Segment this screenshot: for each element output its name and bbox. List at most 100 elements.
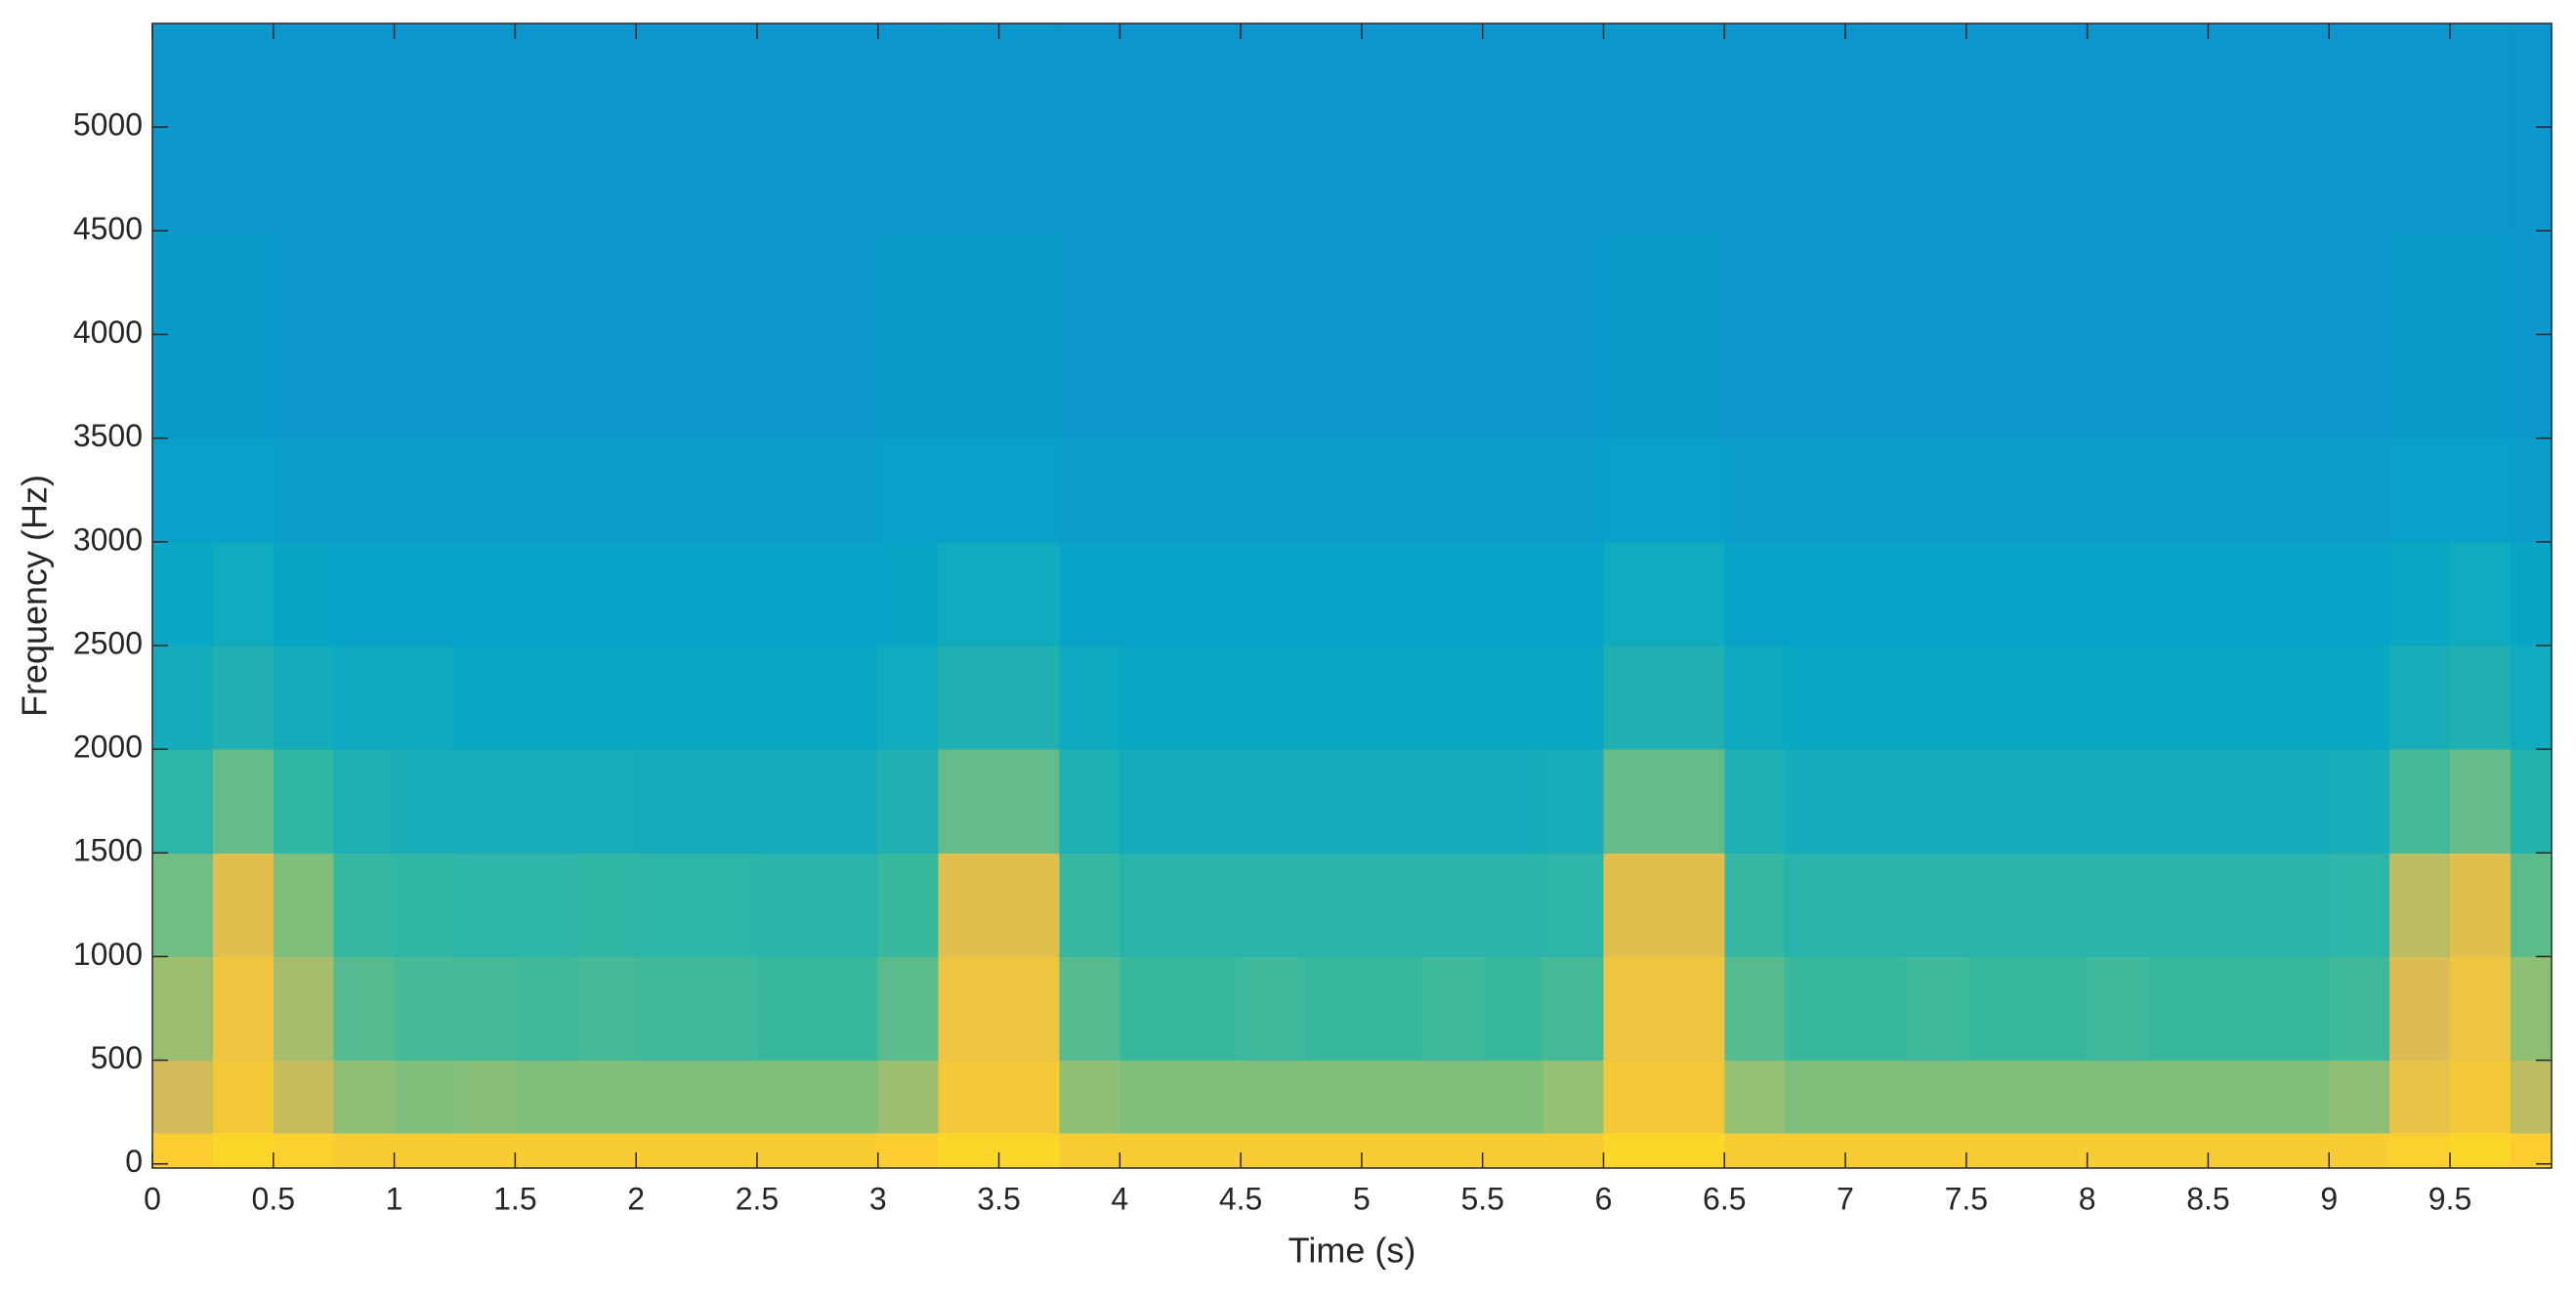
spectrogram-cell	[2329, 23, 2390, 231]
spectrogram-cell	[1361, 230, 1423, 439]
spectrogram-cell	[333, 1132, 396, 1169]
spectrogram-cell	[1603, 23, 1665, 231]
spectrogram-cell	[1301, 23, 1363, 231]
spectrogram-cell	[1361, 853, 1423, 957]
spectrogram-cell	[2087, 23, 2149, 231]
spectrogram-cell	[152, 749, 214, 854]
spectrogram-cell	[998, 230, 1060, 439]
spectrogram-cell	[1965, 956, 2028, 1062]
spectrogram-cell	[2087, 438, 2149, 543]
spectrogram-cell	[333, 541, 396, 647]
spectrogram-cell	[1482, 749, 1544, 854]
spectrogram-cell	[2268, 645, 2330, 750]
spectrogram-cell	[1785, 956, 1846, 1062]
spectrogram-cell	[575, 1132, 637, 1169]
spectrogram-cell	[877, 645, 940, 750]
x-tick-label: 1.5	[493, 1181, 536, 1216]
spectrogram-cell	[2329, 1132, 2390, 1169]
spectrogram-cell	[697, 1132, 758, 1169]
spectrogram-cell	[1603, 645, 1665, 750]
spectrogram-cell	[817, 749, 879, 854]
spectrogram-cell	[1180, 1060, 1242, 1134]
spectrogram-cell	[2329, 1060, 2390, 1134]
spectrogram-cell	[2268, 956, 2330, 1062]
spectrogram-cell	[1664, 541, 1725, 647]
spectrogram-cell	[2147, 438, 2209, 543]
spectrogram-cell	[2329, 438, 2390, 543]
y-tick-label: 4000	[73, 314, 143, 350]
spectrogram-cell	[1724, 541, 1786, 647]
spectrogram-cell	[2208, 853, 2269, 957]
spectrogram-cell	[1724, 23, 1786, 231]
spectrogram-cell	[2026, 853, 2089, 957]
spectrogram-cell	[2147, 749, 2209, 854]
spectrogram-cell	[1603, 438, 1665, 543]
spectrogram-cell	[1542, 438, 1604, 543]
spectrogram-cells	[152, 23, 2553, 1169]
spectrogram-cell	[2208, 645, 2269, 750]
spectrogram-cell	[2510, 541, 2553, 647]
spectrogram-cell	[333, 1060, 396, 1134]
spectrogram-cell	[1724, 1060, 1786, 1134]
spectrogram-cell	[2329, 230, 2390, 439]
spectrogram-cell	[212, 230, 274, 439]
spectrogram-cell	[212, 541, 274, 647]
spectrogram-cell	[152, 1060, 214, 1134]
spectrogram-cell	[1059, 230, 1120, 439]
x-tick-label: 5	[1353, 1181, 1371, 1216]
spectrogram-cell	[636, 1060, 697, 1134]
spectrogram-cell	[1241, 645, 1302, 750]
spectrogram-cell	[697, 23, 758, 231]
spectrogram-cell	[2147, 645, 2209, 750]
spectrogram-cell	[697, 853, 758, 957]
spectrogram-cell	[1059, 541, 1120, 647]
spectrogram-cell	[454, 1132, 516, 1169]
spectrogram-cell	[2087, 645, 2149, 750]
spectrogram-cell	[2147, 853, 2209, 957]
spectrogram-cell	[2268, 1060, 2330, 1134]
spectrogram-cell	[1421, 1060, 1484, 1134]
spectrogram-cell	[273, 956, 335, 1062]
spectrogram-cell	[1119, 230, 1181, 439]
spectrogram-cell	[877, 749, 940, 854]
spectrogram-cell	[938, 1132, 1000, 1169]
spectrogram-cell	[1905, 749, 1967, 854]
spectrogram-cell	[1542, 1132, 1604, 1169]
x-tick-label: 2	[627, 1181, 645, 1216]
spectrogram-cell	[1119, 541, 1181, 647]
spectrogram-cell	[394, 230, 455, 439]
spectrogram-cell	[938, 853, 1000, 957]
spectrogram-cell	[273, 1060, 335, 1134]
spectrogram-cell	[2510, 853, 2553, 957]
spectrogram-cell	[1905, 438, 1967, 543]
spectrogram-cell	[1421, 23, 1484, 231]
x-tick-label: 6.5	[1703, 1181, 1746, 1216]
spectrogram-cell	[1845, 749, 1907, 854]
spectrogram-cell	[2087, 1132, 2149, 1169]
x-axis-label: Time (s)	[1288, 1231, 1416, 1271]
spectrogram-cell	[2208, 230, 2269, 439]
spectrogram-cell	[2389, 645, 2451, 750]
spectrogram-cell	[1361, 749, 1423, 854]
spectrogram-cell	[515, 1060, 576, 1134]
spectrogram-cell	[756, 645, 819, 750]
spectrogram-cell	[1664, 1060, 1725, 1134]
spectrogram-cell	[2026, 23, 2089, 231]
spectrogram-cell	[1664, 1132, 1725, 1169]
spectrogram-cell	[998, 645, 1060, 750]
spectrogram-cell	[1421, 541, 1484, 647]
spectrogram-cell	[2087, 749, 2149, 854]
spectrogram-cell	[1241, 438, 1302, 543]
spectrogram-cell	[1965, 749, 2028, 854]
spectrogram-cell	[2208, 1132, 2269, 1169]
spectrogram-cell	[1965, 645, 2028, 750]
spectrogram-cell	[1905, 230, 1967, 439]
spectrogram-cell	[152, 853, 214, 957]
spectrogram-cell	[1301, 645, 1363, 750]
spectrogram-cell	[938, 645, 1000, 750]
spectrogram-cell	[2268, 230, 2330, 439]
spectrogram-cell	[1301, 438, 1363, 543]
spectrogram-cell	[212, 749, 274, 854]
x-tick-label: 8.5	[2186, 1181, 2229, 1216]
spectrogram-cell	[1361, 645, 1423, 750]
